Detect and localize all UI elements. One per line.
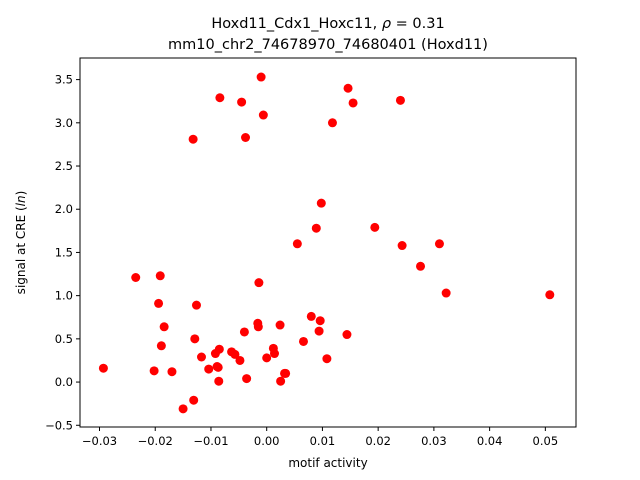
x-axis-label: motif activity	[288, 456, 367, 470]
data-point	[416, 261, 426, 271]
y-axis-ticks: −0.5 0.0 0.5 1.0 1.5 2.0 2.5 3.0 3.5	[45, 73, 80, 432]
data-point	[276, 376, 286, 386]
x-tick-label: −0.03	[82, 434, 117, 448]
data-point	[204, 364, 214, 374]
x-tick-label: −0.02	[138, 434, 173, 448]
data-point	[370, 222, 380, 232]
data-point	[98, 363, 108, 373]
data-point	[239, 327, 249, 337]
data-point	[155, 271, 165, 281]
data-point	[214, 344, 224, 354]
data-point	[131, 273, 141, 282]
x-tick-label: 0.03	[421, 434, 447, 448]
data-point	[316, 198, 326, 208]
data-point	[149, 366, 159, 376]
x-tick-label: 0.05	[533, 434, 559, 448]
data-point	[306, 311, 316, 321]
data-point	[262, 353, 272, 363]
data-point	[167, 367, 177, 377]
data-point	[235, 355, 245, 365]
data-point	[156, 341, 166, 351]
data-point	[191, 300, 201, 310]
data-point	[327, 118, 337, 128]
y-tick-label: −0.5	[45, 418, 73, 432]
data-point	[188, 134, 198, 144]
x-tick-label: 0.04	[477, 434, 503, 448]
y-tick-label: 0.5	[55, 332, 73, 346]
y-tick-label: 1.0	[55, 289, 73, 303]
data-point	[348, 98, 358, 108]
data-point	[342, 330, 352, 340]
x-tick-label: 0.02	[365, 434, 391, 448]
data-point	[159, 322, 169, 332]
data-point	[230, 349, 240, 359]
data-point	[397, 241, 407, 251]
chart-title-line1: Hoxd11_Cdx1_Hoxc11, ρ = 0.31	[211, 16, 444, 32]
data-point	[213, 362, 223, 372]
data-point	[434, 239, 444, 249]
x-tick-label: 0.00	[254, 434, 280, 448]
data-point	[292, 239, 302, 249]
data-point	[343, 83, 353, 93]
data-point	[196, 352, 206, 362]
data-point	[178, 404, 188, 414]
data-point	[270, 349, 279, 359]
data-point	[253, 322, 263, 332]
y-tick-label: 3.5	[55, 73, 73, 87]
plot-frame	[79, 57, 577, 428]
data-point	[311, 223, 321, 233]
y-tick-label: 2.5	[55, 159, 73, 173]
data-point	[190, 334, 200, 344]
data-point	[214, 376, 224, 386]
data-point	[256, 72, 266, 82]
data-point	[237, 97, 247, 107]
data-point	[189, 395, 199, 405]
data-point	[395, 95, 405, 105]
chart-title-line2: mm10_chr2_74678970_74680401 (Hoxd11)	[168, 37, 488, 53]
data-point	[154, 298, 164, 308]
data-point	[242, 374, 252, 384]
y-tick-label: 1.5	[55, 245, 73, 259]
x-tick-label: 0.01	[310, 434, 336, 448]
data-point	[275, 320, 285, 330]
data-point	[254, 278, 264, 288]
x-axis-ticks: −0.03 −0.02 −0.01 0.00 0.01 0.02 0.03 0.04 0.05	[82, 427, 558, 448]
data-point	[298, 336, 308, 346]
data-point	[314, 326, 324, 336]
y-tick-label: 3.0	[55, 116, 73, 130]
data-point	[241, 133, 251, 142]
data-points	[98, 72, 555, 414]
y-tick-label: 0.0	[55, 375, 73, 389]
data-point	[258, 110, 268, 120]
data-point	[281, 368, 291, 378]
data-point	[441, 288, 451, 298]
data-point	[545, 290, 555, 300]
x-tick-label: −0.01	[193, 434, 228, 448]
data-point	[322, 354, 332, 364]
y-axis-label: signal at CRE (ln)	[14, 191, 28, 295]
data-point	[215, 93, 225, 103]
y-tick-label: 2.0	[55, 202, 73, 216]
data-point	[315, 316, 325, 326]
